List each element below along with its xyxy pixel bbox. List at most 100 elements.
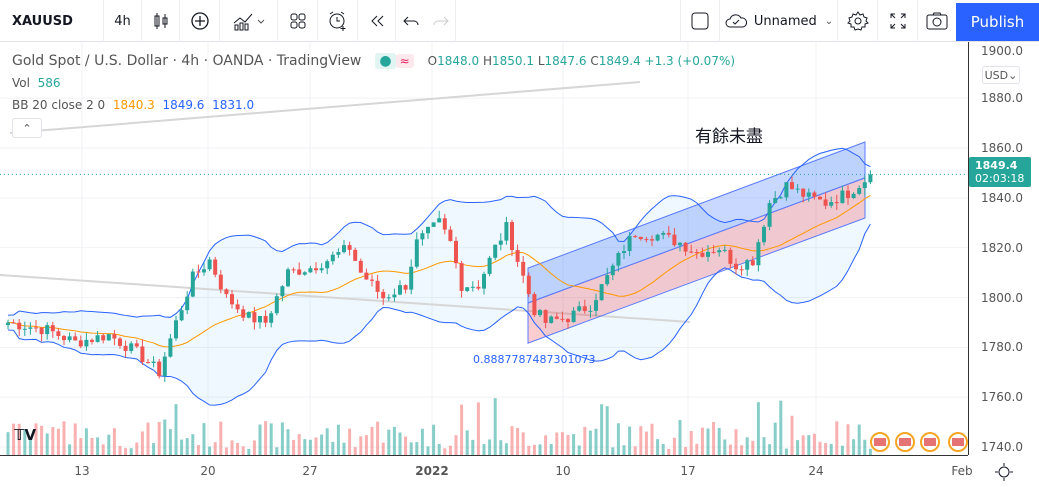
volume-bar (835, 421, 839, 455)
volume-bar (264, 421, 268, 455)
time-tick: 24 (808, 464, 824, 478)
collapse-legend-chevron-up-icon[interactable]: ⌃ (12, 118, 42, 138)
candle-body (655, 234, 660, 241)
candles-icon[interactable] (142, 0, 180, 42)
volume-bar (622, 445, 626, 455)
volume-bar (40, 425, 44, 455)
candle-body (577, 306, 582, 311)
candle-body (364, 272, 369, 280)
volume-bar (269, 423, 273, 455)
volume-bar (695, 443, 699, 455)
volume-bar (68, 444, 72, 455)
candle-body (538, 310, 542, 316)
fullscreen-layout-icon[interactable] (680, 0, 720, 42)
interval-button[interactable]: 4h (104, 0, 142, 42)
time-axis[interactable]: 13 20 27 2022 10 17 24 Feb (0, 455, 973, 487)
volume-bar (734, 429, 738, 455)
settings-gear-icon[interactable] (838, 0, 878, 42)
price-chart[interactable] (0, 42, 968, 455)
volume-bar (112, 428, 116, 455)
volume-bar (773, 422, 777, 455)
volume-bar (460, 404, 464, 455)
publish-button[interactable]: Publish (956, 3, 1039, 41)
alert-clock-icon[interactable] (318, 0, 358, 42)
volume-bar (471, 439, 475, 455)
candle-body (269, 313, 274, 323)
us-event-flag-icon (874, 438, 886, 446)
camera-snapshot-icon[interactable] (918, 0, 956, 42)
candle-body (784, 182, 789, 198)
candle-body (812, 192, 817, 197)
candle-body (482, 273, 486, 289)
price-tick: 1820.0 (981, 240, 1023, 255)
symbol-search-button[interactable]: XAUUSD (0, 0, 104, 42)
volume-bar (482, 444, 486, 455)
candle-body (549, 316, 554, 323)
volume-bar (656, 439, 660, 455)
volume-bar (706, 428, 710, 455)
price-axis[interactable]: 1900.0 1880.0 1860.0 1840.0 1820.0 1800.0 1780… (968, 42, 1039, 455)
candle-body (711, 251, 716, 253)
candle-body (168, 338, 173, 357)
volume-bar (779, 400, 783, 455)
candle-body (644, 239, 649, 241)
candle-body (218, 274, 223, 290)
chevron-down-icon: ⌄ (824, 15, 834, 27)
currency-selector[interactable]: USD ⌄ (982, 66, 1020, 84)
chart-settings-sun-icon[interactable] (969, 456, 1039, 487)
volume-bar (857, 424, 861, 455)
volume-bar (370, 426, 374, 455)
volume-bar (387, 429, 391, 455)
volume-bar (135, 442, 139, 455)
fullscreen-icon[interactable] (878, 0, 918, 42)
volume-bar (191, 434, 195, 455)
candle-body (381, 291, 386, 299)
replay-icon[interactable] (358, 0, 396, 42)
candle-body (610, 265, 615, 276)
candle-body (370, 279, 374, 281)
volume-bar (118, 446, 122, 455)
candle-body (196, 271, 201, 273)
tradingview-logo: 𝕋V (14, 426, 37, 444)
top-toolbar: XAUUSD 4h Unnamed ⌄ Publish (0, 0, 1039, 42)
undo-icon[interactable] (396, 0, 426, 42)
candle-body (409, 266, 414, 290)
candle-body (666, 232, 671, 235)
volume-bar (320, 434, 324, 455)
volume-bar (62, 421, 66, 455)
candle-body (829, 202, 834, 206)
candle-body (336, 252, 341, 255)
volume-bar (6, 432, 10, 455)
candle-body (678, 242, 682, 246)
candle-body (476, 286, 481, 289)
volume-bar (812, 433, 816, 455)
layout-grid-icon[interactable] (278, 0, 318, 42)
volume-bar (448, 445, 452, 455)
candle-body (448, 229, 453, 241)
volume-bar (510, 426, 514, 455)
candle-body (750, 260, 755, 266)
candle-body (734, 263, 738, 270)
candle-body (414, 239, 419, 267)
volume-bar (672, 437, 676, 455)
candle-body (403, 285, 408, 290)
volume-bar (12, 423, 16, 455)
candle-body (319, 268, 324, 271)
candle-body (498, 240, 503, 245)
candle-body (694, 252, 699, 254)
candle-body (112, 334, 117, 339)
price-tick: 1860.0 (981, 141, 1023, 155)
chart-text-annotation[interactable]: 有餘未盡 (695, 127, 763, 147)
candle-body (95, 335, 100, 342)
candle-body (470, 286, 475, 288)
indicators-icon[interactable] (220, 0, 278, 42)
parallel-channel-lower (527, 177, 866, 344)
redo-icon[interactable] (426, 0, 456, 42)
save-layout-button[interactable]: Unnamed ⌄ (720, 0, 838, 42)
volume-bar (90, 437, 94, 455)
candle-body (358, 260, 363, 273)
candle-body (745, 260, 750, 270)
candle-body (45, 325, 50, 335)
candle-body (717, 250, 722, 253)
compare-plus-icon[interactable] (180, 0, 220, 42)
